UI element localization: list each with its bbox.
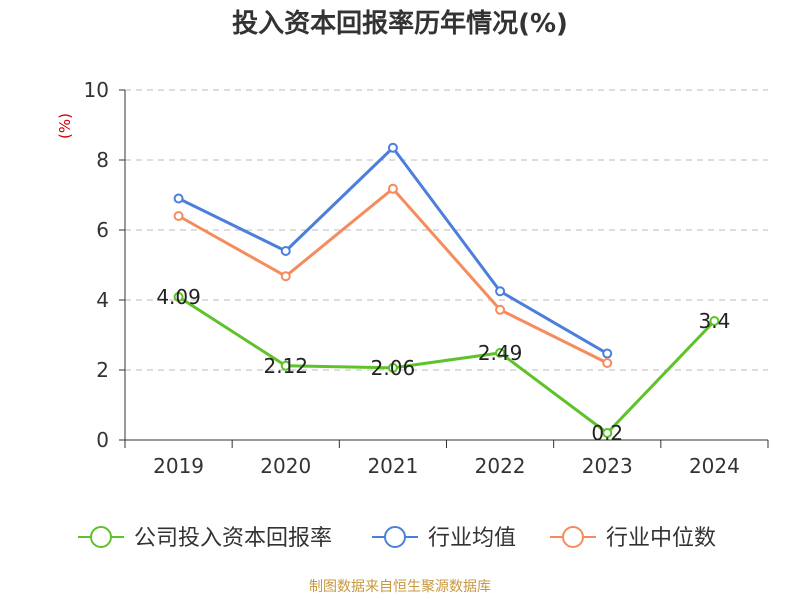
legend-swatch-marker <box>384 526 406 548</box>
legend-label: 公司投入资本回报率 <box>134 526 332 551</box>
x-tick-label: 2023 <box>582 454 633 478</box>
data-label: 3.4 <box>699 309 731 333</box>
data-point <box>495 304 506 315</box>
legend-swatch-marker <box>562 526 584 548</box>
data-label: 2.06 <box>371 356 416 380</box>
series-lines <box>173 142 720 438</box>
data-point <box>495 286 506 297</box>
legend: 公司投入资本回报率 行业均值 行业中位数 <box>78 526 716 551</box>
data-point <box>387 362 398 373</box>
axes: 0 2 4 6 8 10 2019 2020 2021 2022 2023 2024 (%) <box>56 78 769 478</box>
data-point <box>280 360 291 371</box>
legend-swatch-marker <box>90 526 112 548</box>
data-point <box>495 347 506 358</box>
legend-label: 行业均值 <box>428 526 516 551</box>
series-line <box>177 295 716 435</box>
x-tick-label: 2019 <box>153 454 204 478</box>
data-point <box>173 193 184 204</box>
x-tick-label: 2024 <box>689 454 740 478</box>
data-point <box>280 246 291 256</box>
y-tick-label: 2 <box>96 358 109 382</box>
data-label: 4.09 <box>156 285 201 309</box>
data-point <box>602 348 613 359</box>
data-label: 0.2 <box>591 421 623 445</box>
data-point <box>387 183 398 194</box>
source-note: 制图数据来自恒生聚源数据库 <box>309 579 491 595</box>
data-point <box>602 428 613 438</box>
data-point <box>602 358 613 368</box>
legend-label: 行业中位数 <box>606 526 716 551</box>
x-tick-label: 2022 <box>475 454 526 478</box>
data-point <box>709 316 720 326</box>
x-tick-label: 2020 <box>260 454 311 478</box>
data-point <box>387 142 398 153</box>
y-axis-label: (%) <box>56 113 74 139</box>
chart-title: 投入资本回报率历年情况(%) <box>232 9 568 39</box>
y-tick-label: 0 <box>96 428 109 452</box>
y-tick-label: 8 <box>96 148 109 172</box>
data-point <box>173 211 184 221</box>
grid-lines <box>125 89 768 371</box>
data-point <box>173 291 184 302</box>
data-label: 2.12 <box>263 354 308 378</box>
data-label: 2.49 <box>478 341 523 365</box>
y-tick-label: 6 <box>96 218 109 242</box>
y-tick-label: 4 <box>96 288 109 312</box>
x-tick-label: 2021 <box>367 454 418 478</box>
data-labels: 4.09 2.12 2.06 2.49 0.2 3.4 <box>156 285 730 445</box>
data-point <box>280 271 291 282</box>
y-tick-label: 10 <box>84 78 109 102</box>
